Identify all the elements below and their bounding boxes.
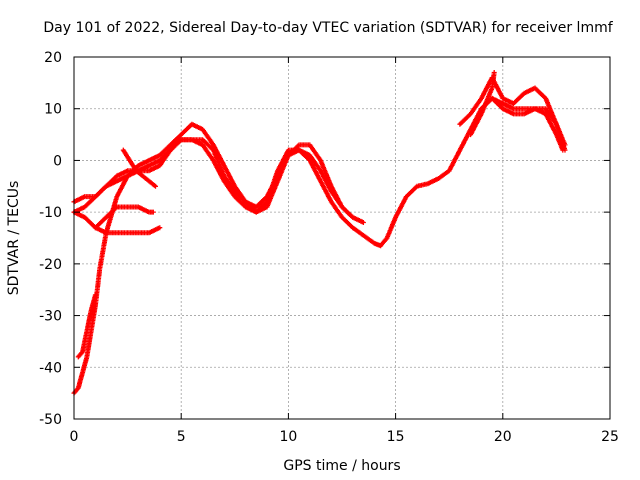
- y-tick-label: -50: [39, 412, 62, 428]
- data-point-markers: [75, 292, 98, 360]
- data-point-markers: [478, 95, 568, 153]
- series-track-10: [75, 292, 98, 360]
- x-tick-label: 0: [70, 429, 79, 445]
- series-track-1: [71, 95, 566, 396]
- series-track-5: [92, 204, 156, 231]
- grid: [74, 57, 610, 419]
- y-tick-label: 20: [44, 50, 62, 66]
- data-point-markers: [92, 204, 156, 231]
- series-track-6: [120, 147, 158, 189]
- series-track-8: [478, 95, 568, 153]
- y-tick-label: -10: [39, 205, 62, 221]
- plot-frame: [73, 56, 611, 420]
- series-track-9: [468, 70, 497, 138]
- axis-ticks: 0 5 10 15 20 25 -50 -40 -30 -20 -10 0 10 20: [39, 50, 619, 445]
- x-axis-label: GPS time / hours: [283, 458, 400, 474]
- x-tick-label: 20: [494, 429, 512, 445]
- x-tick-label: 5: [177, 429, 186, 445]
- data-point-markers: [468, 70, 497, 138]
- y-tick-label: -20: [39, 257, 62, 273]
- data-point-markers: [71, 95, 566, 396]
- chart-title: Day 101 of 2022, Sidereal Day-to-day VTE…: [43, 20, 613, 36]
- y-tick-label: 0: [53, 153, 62, 169]
- y-tick-label: 10: [44, 102, 62, 118]
- x-tick-label: 15: [387, 429, 405, 445]
- x-tick-label: 10: [279, 429, 297, 445]
- data-point-markers: [120, 147, 158, 189]
- y-axis-label: SDTVAR / TECUs: [6, 181, 22, 296]
- x-tick-label: 25: [601, 429, 619, 445]
- y-tick-label: -40: [39, 360, 62, 376]
- data-series: [71, 70, 568, 396]
- y-tick-label: -30: [39, 309, 62, 325]
